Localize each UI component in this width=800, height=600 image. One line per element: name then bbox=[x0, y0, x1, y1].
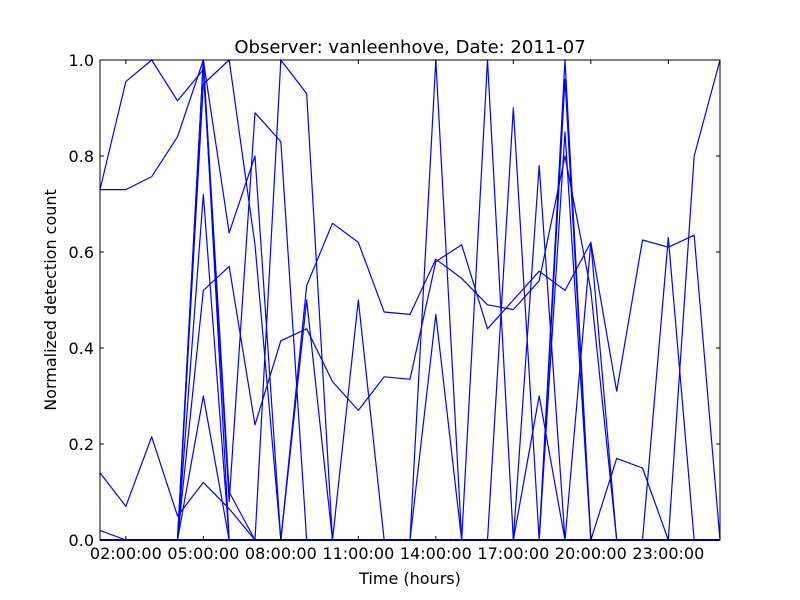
series-line-5 bbox=[100, 59, 720, 541]
series-line-6 bbox=[100, 234, 721, 541]
series-line-1 bbox=[99, 59, 720, 541]
x-tick-label-3: 08:00:00 bbox=[245, 544, 317, 563]
y-tick-label-5: 0.8 bbox=[69, 147, 94, 166]
series-layer bbox=[99, 59, 721, 541]
x-tick-label-6: 17:00:00 bbox=[477, 544, 549, 563]
series-line-24 bbox=[100, 313, 720, 541]
y-axis-label: Normalized detection count bbox=[41, 189, 60, 411]
series-line-4 bbox=[99, 59, 720, 541]
y-tick-label-3: 0.4 bbox=[69, 339, 94, 358]
x-axis-label: Time (hours) bbox=[358, 569, 461, 588]
x-tick-label-1: 02:00:00 bbox=[90, 544, 162, 563]
series-line-13 bbox=[100, 59, 720, 541]
series-line-8 bbox=[100, 59, 721, 541]
series-line-11 bbox=[100, 107, 720, 541]
x-tick-label-4: 11:00:00 bbox=[322, 544, 394, 563]
x-tick-label-7: 20:00:00 bbox=[555, 544, 627, 563]
x-tick-label-5: 14:00:00 bbox=[400, 544, 472, 563]
series-line-9 bbox=[100, 59, 720, 541]
series-line-3 bbox=[99, 59, 720, 541]
series-line-20 bbox=[100, 78, 720, 541]
y-tick-label-2: 0.2 bbox=[69, 435, 94, 454]
y-tick-label-4: 0.6 bbox=[69, 243, 94, 262]
series-line-10 bbox=[100, 59, 720, 541]
x-axis-ticks: 02:00:00 05:00:00 08:00:00 11:00:00 14:00:00… bbox=[90, 60, 704, 563]
x-tick-label-2: 05:00:00 bbox=[167, 544, 239, 563]
chart-title: Observer: vanleenhove, Date: 2011-07 bbox=[234, 37, 585, 58]
series-line-2 bbox=[100, 59, 720, 541]
series-line-7 bbox=[100, 155, 720, 541]
y-tick-label-1: 0.0 bbox=[69, 531, 94, 550]
y-axis-ticks: 0.0 0.2 0.4 0.6 0.8 1.0 bbox=[69, 51, 720, 550]
y-tick-label-6: 1.0 bbox=[69, 51, 94, 70]
series-line-21 bbox=[100, 165, 720, 541]
plot-frame bbox=[99, 59, 721, 541]
x-tick-label-8: 23:00:00 bbox=[632, 544, 704, 563]
series-line-15 bbox=[100, 395, 720, 541]
series-line-18 bbox=[100, 395, 720, 541]
series-line-12 bbox=[100, 59, 720, 541]
